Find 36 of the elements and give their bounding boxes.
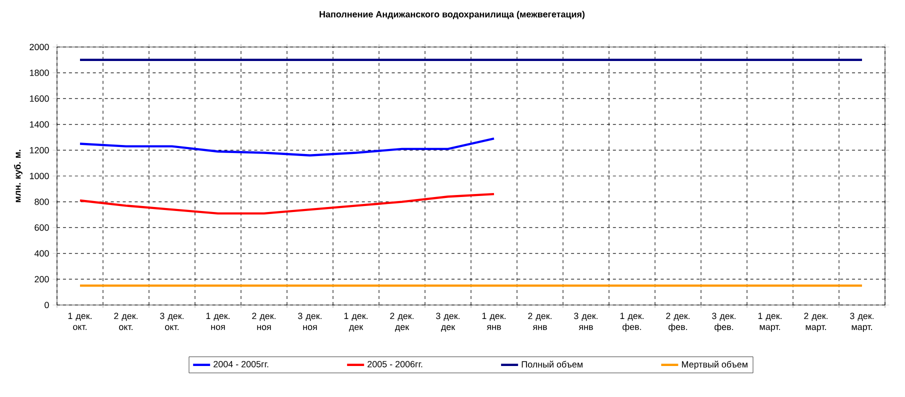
legend-label: Полный объем xyxy=(522,360,582,368)
x-tick-label: 1 дек. окт. xyxy=(68,312,92,330)
y-tick-label: 0 xyxy=(44,302,49,308)
legend-label: 2004 - 2005гг. xyxy=(214,360,268,368)
x-tick-label: 3 дек. фев. xyxy=(712,312,736,332)
x-tick-label: 2 дек. окт. xyxy=(114,312,138,330)
x-tick-label: 3 дек. дек xyxy=(436,312,460,332)
x-tick-label: 1 дек. дек xyxy=(344,312,368,332)
x-tick-label: 1 дек. март. xyxy=(758,312,782,332)
x-tick-label: 3 дек. март. xyxy=(850,312,874,332)
legend-label: Мертвый объем xyxy=(682,360,748,370)
x-tick-label: 2 дек. март. xyxy=(804,312,828,332)
y-tick-label: 400 xyxy=(34,250,49,257)
y-tick-label: 1200 xyxy=(30,147,49,154)
y-tick-label: 2000 xyxy=(30,44,49,50)
x-tick-label: 1 дек. янв xyxy=(482,312,506,330)
chart-title: Наполнение Андижанского водохранилища (межвегетация) xyxy=(320,10,585,20)
y-axis-title: млн. куб. м. xyxy=(14,150,22,202)
y-tick-label: 1600 xyxy=(30,95,49,102)
legend-label: 2005 - 2006гг. xyxy=(368,360,422,368)
x-tick-label: 1 дек. фев. xyxy=(620,312,644,332)
y-tick-label: 1000 xyxy=(30,172,49,180)
y-tick-label: 200 xyxy=(34,276,49,282)
x-tick-label: 2 дек. дек xyxy=(390,312,414,332)
x-tick-label: 2 дек. фев. xyxy=(666,312,690,332)
x-tick-label: 2 дек. янв xyxy=(528,312,552,330)
x-tick-label: 3 дек. ноя xyxy=(298,312,322,330)
y-tick-label: 800 xyxy=(34,198,49,205)
x-tick-label: 3 дек. окт. xyxy=(160,312,184,330)
y-tick-label: 1800 xyxy=(30,70,49,76)
x-tick-label: 1 дек. ноя xyxy=(206,312,230,330)
y-tick-label: 600 xyxy=(34,224,49,231)
x-tick-label: 3 дек. янв xyxy=(574,312,598,330)
line-series xyxy=(78,137,496,156)
x-tick-label: 2 дек. ноя xyxy=(252,312,276,330)
y-tick-label: 1400 xyxy=(30,121,49,128)
